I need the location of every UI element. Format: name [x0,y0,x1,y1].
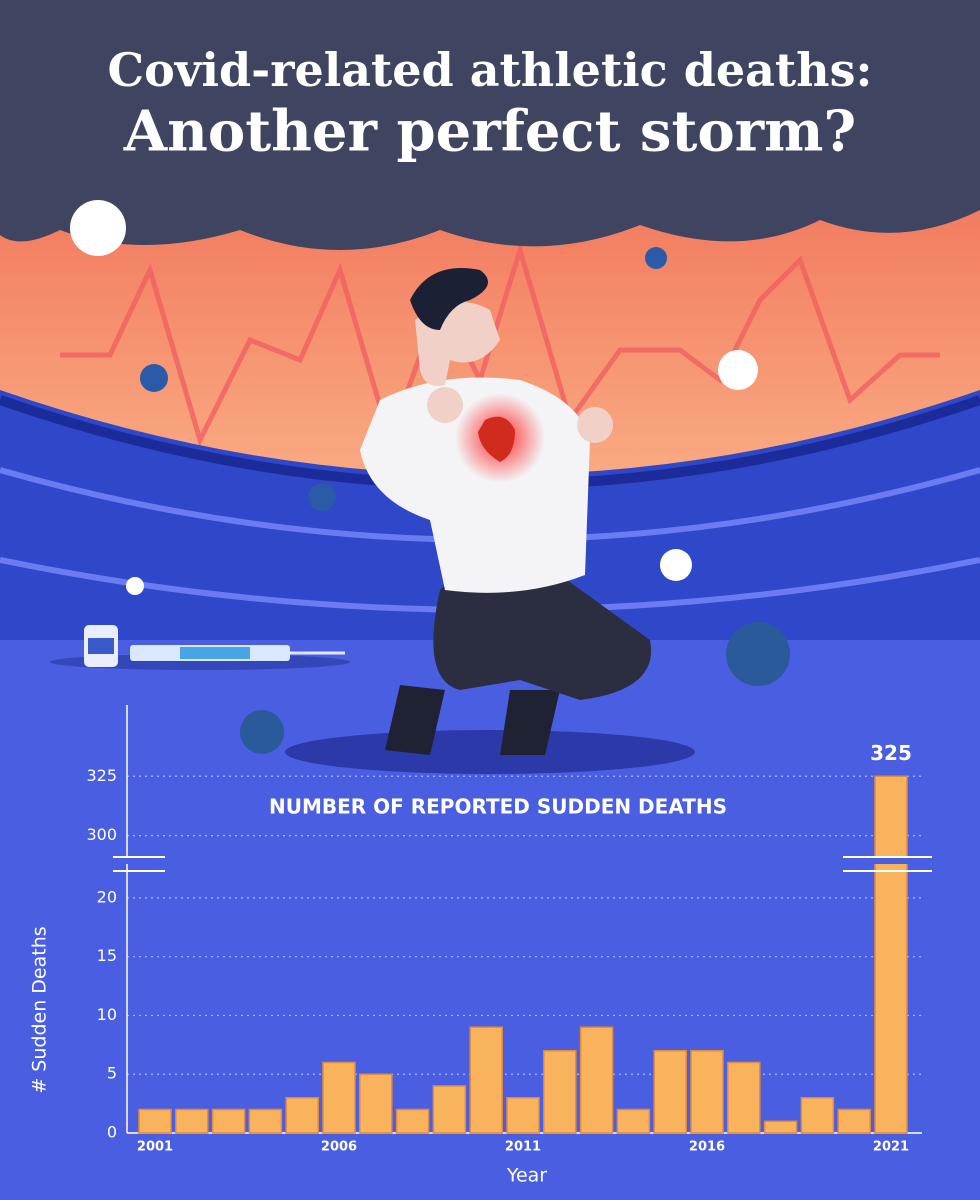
y-tick-label: 0 [107,1123,117,1142]
bar [138,1108,172,1134]
bar [690,1049,724,1134]
y-tick-label: 20 [97,887,117,906]
bar [727,1061,761,1134]
virus-icons [70,200,790,754]
vaccine-syringe [50,625,350,670]
bar [432,1085,467,1134]
y-tick-label: 10 [97,1005,117,1024]
x-tick-label: 2011 [505,1140,541,1155]
bar [837,1108,871,1134]
data-label: 325 [870,741,912,765]
bar [211,1108,246,1134]
bar [543,1049,577,1134]
bar [506,1096,540,1134]
x-axis-label: Year [506,1165,547,1187]
bar [359,1073,393,1134]
bar [322,1061,356,1134]
y-tick-label: 300 [86,825,117,844]
bar [800,1096,835,1134]
storm-cloud [0,0,980,250]
title: Covid-related athletic deaths: [107,43,872,97]
player-shadow [285,730,695,774]
bar [248,1108,283,1134]
heartbeat-line [60,241,940,449]
bar [579,1026,614,1134]
y-tick-label: 5 [107,1064,117,1083]
bar [616,1108,651,1134]
x-tick-label: 2016 [689,1140,725,1155]
bar [653,1049,687,1134]
bar [285,1096,319,1134]
bar [469,1026,503,1134]
bar [175,1108,209,1134]
player [360,268,652,755]
y-axis-label: # Sudden Deaths [29,926,51,1093]
chart-title: NUMBER OF REPORTED SUDDEN DEATHS [269,795,727,819]
axis-break-gap [843,858,932,864]
subtitle: Another perfect storm? [123,99,857,165]
y-tick-label: 325 [86,766,117,785]
x-tick-label: 2021 [873,1140,909,1155]
bar [763,1120,798,1134]
x-tick-label: 2006 [321,1140,357,1155]
bar [395,1108,430,1134]
bar [874,775,908,1134]
axis-break-gap [113,858,165,864]
y-tick-label: 15 [97,946,117,965]
x-tick-label: 2001 [137,1140,173,1155]
